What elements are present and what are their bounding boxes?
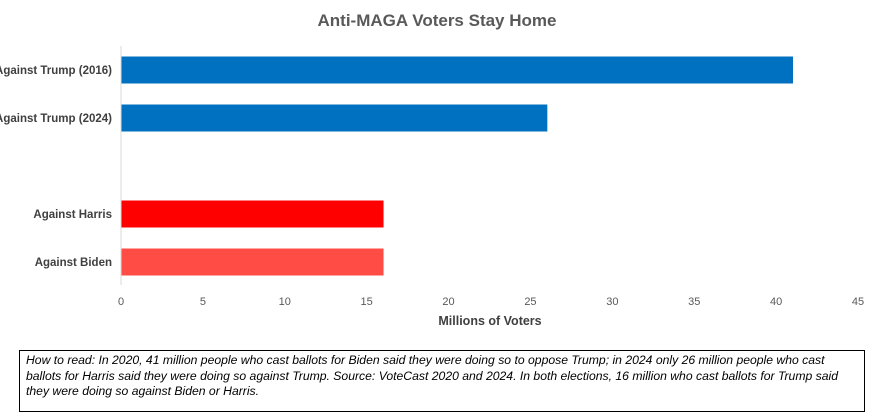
x-tick-label: 5	[200, 296, 206, 308]
bar	[121, 248, 384, 276]
x-tick-label: 0	[118, 296, 124, 308]
category-label: Against Trump (2024)	[0, 113, 112, 125]
x-tick-label: 15	[361, 296, 373, 308]
category-label: Against Biden	[35, 257, 112, 269]
x-tick-label: 45	[852, 296, 864, 308]
x-tick-label: 25	[524, 296, 536, 308]
category-label: Against Harris	[33, 209, 112, 221]
bar-chart: Anti-MAGA Voters Stay Home Against Trump…	[0, 11, 864, 328]
x-tick-label: 35	[688, 296, 700, 308]
chart-title: Anti-MAGA Voters Stay Home	[318, 11, 557, 30]
bar	[121, 104, 548, 132]
how-to-read-note: How to read: In 2020, 41 million people …	[19, 350, 865, 412]
x-tick-label: 40	[770, 296, 782, 308]
category-label: Against Trump (2016)	[0, 65, 112, 77]
bar	[121, 200, 384, 228]
x-tick-label: 10	[279, 296, 291, 308]
x-axis-label: Millions of Voters	[438, 314, 541, 328]
x-tick-label: 20	[442, 296, 454, 308]
x-tick-label: 30	[606, 296, 618, 308]
bar	[121, 56, 793, 84]
